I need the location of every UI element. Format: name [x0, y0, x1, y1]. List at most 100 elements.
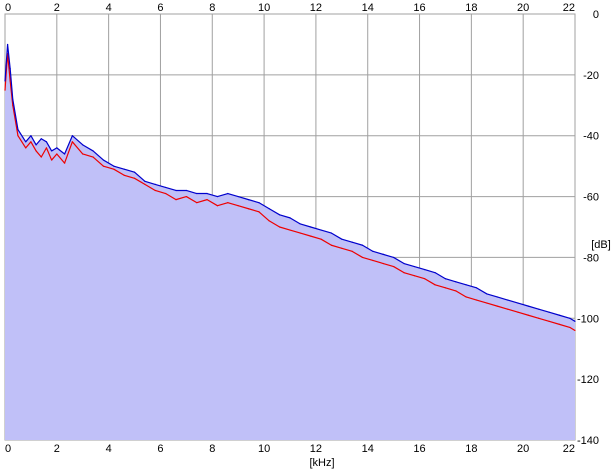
data-point: [424, 278, 426, 280]
x-tick-label-bottom: 8: [209, 443, 215, 455]
y-tick-label: -140: [577, 435, 599, 447]
data-point: [56, 153, 58, 155]
data-point: [185, 195, 187, 198]
data-point: [51, 159, 53, 161]
data-point: [527, 305, 529, 307]
data-point: [434, 284, 436, 286]
data-point: [330, 232, 333, 234]
data-point: [247, 199, 250, 201]
series-lines: [4, 43, 576, 332]
data-point: [25, 141, 27, 143]
data-point: [258, 202, 260, 204]
data-point: [165, 192, 167, 195]
x-tick-label-top: 18: [465, 2, 477, 14]
x-tick-label-top: 2: [54, 2, 60, 14]
data-point: [558, 314, 561, 316]
x-tick-label-top: 4: [106, 2, 112, 14]
data-point: [4, 89, 6, 91]
data-point: [258, 211, 260, 213]
data-point: [310, 226, 312, 228]
data-point: [465, 296, 467, 298]
data-point: [165, 186, 167, 189]
data-point: [569, 326, 571, 329]
data-point: [82, 153, 84, 155]
data-point: [17, 129, 19, 131]
y-tick-label: 0: [593, 9, 599, 21]
data-point: [372, 259, 374, 262]
data-point: [455, 281, 457, 283]
data-point: [133, 171, 136, 173]
data-point: [175, 199, 177, 201]
spectrum-fill-area: [5, 44, 575, 441]
data-point: [30, 141, 32, 143]
data-point: [82, 144, 84, 146]
data-point: [268, 208, 270, 210]
data-point: [279, 214, 281, 216]
x-tick-label-bottom: 4: [106, 443, 112, 455]
data-point: [227, 192, 229, 195]
data-point: [341, 247, 343, 249]
data-point: [154, 183, 156, 185]
x-axis-label: [kHz]: [309, 457, 334, 469]
data-point: [341, 238, 343, 240]
data-point: [507, 308, 509, 310]
data-point: [548, 320, 550, 322]
data-point: [413, 265, 415, 268]
x-tick-label-top: 6: [157, 2, 163, 14]
y-tick-label: -120: [577, 374, 599, 386]
data-point: [351, 250, 353, 252]
data-point: [71, 141, 73, 143]
data-point: [444, 278, 447, 280]
data-point: [310, 235, 312, 237]
data-point: [133, 177, 136, 179]
data-point: [527, 314, 529, 316]
data-point: [299, 232, 301, 234]
data-point: [216, 195, 219, 198]
data-point: [123, 168, 125, 170]
data-point: [123, 174, 125, 176]
data-point: [175, 189, 177, 192]
data-point: [237, 195, 239, 198]
data-point: [56, 147, 58, 149]
data-point: [45, 147, 48, 149]
x-tick-label-bottom: 20: [517, 443, 529, 455]
data-point: [361, 244, 364, 246]
data-point: [51, 150, 53, 152]
x-tick-label-top: 20: [517, 2, 529, 14]
data-point: [382, 262, 384, 265]
spectrum-fill: [5, 44, 575, 441]
data-point: [71, 135, 73, 137]
data-point: [361, 256, 364, 259]
data-point: [25, 147, 27, 149]
data-point: [475, 299, 478, 301]
tick-labels: 002244668810101212141416161818202022220-…: [5, 2, 599, 455]
data-point: [154, 189, 156, 192]
data-point: [9, 80, 11, 82]
data-point: [12, 98, 14, 100]
data-point: [63, 162, 66, 164]
data-point: [330, 244, 333, 246]
data-point: [299, 223, 301, 225]
data-point: [102, 159, 105, 161]
data-point: [144, 183, 146, 185]
data-point: [268, 220, 270, 222]
data-point: [92, 150, 94, 152]
data-point: [30, 135, 32, 137]
data-point: [206, 192, 208, 195]
x-tick-label-bottom: 0: [5, 443, 11, 455]
data-point: [40, 156, 42, 158]
y-tick-label: -40: [583, 131, 599, 143]
data-point: [496, 296, 498, 298]
data-point: [517, 302, 519, 304]
data-point: [393, 265, 395, 268]
data-point: [279, 226, 281, 228]
data-point: [196, 192, 198, 195]
data-point: [144, 180, 146, 182]
data-point: [102, 165, 105, 167]
y-tick-label: -100: [577, 313, 599, 325]
x-tick-label-bottom: 16: [413, 443, 425, 455]
data-point: [486, 293, 488, 295]
data-point: [465, 284, 467, 286]
